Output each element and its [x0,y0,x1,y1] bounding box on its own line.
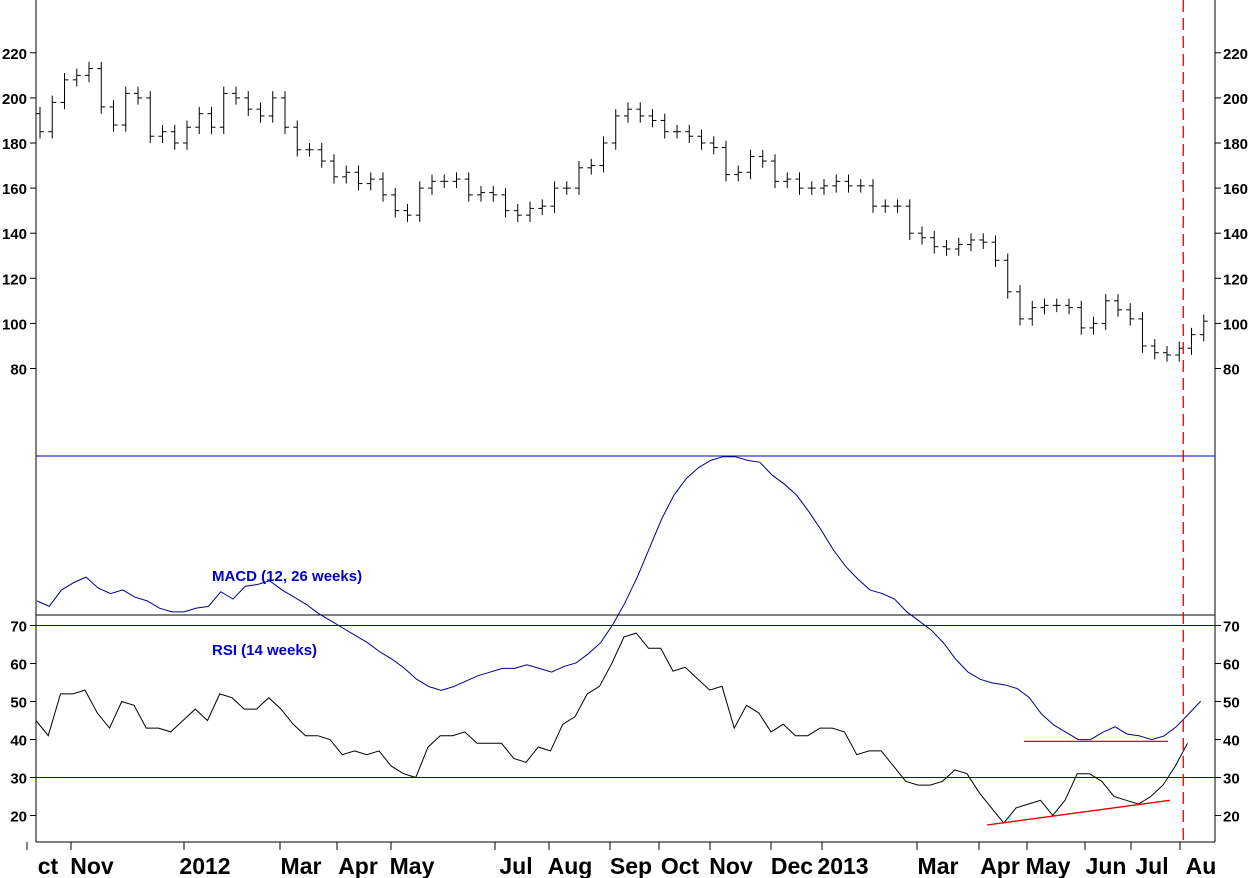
price-tick-label-right: 160 [1223,181,1248,198]
price-tick-label-left: 180 [2,136,27,153]
rsi-tick-label-right: 40 [1223,733,1240,750]
price-tick-label-right: 120 [1223,271,1248,288]
macd-line [36,456,1202,741]
price-tick-label-left: 200 [2,91,27,108]
x-tick-label: ct [38,853,59,878]
x-tick-label: Mar [281,853,322,878]
price-panel: 80 80 100 100 120 120 140 140 160 160 180 180 200 200… [2,46,1248,379]
rsi-tick-label-left: 40 [10,733,27,750]
price-tick-label-right: 100 [1223,316,1248,333]
x-tick-label: Oct [661,853,700,878]
x-tick-label: May [1026,853,1071,878]
x-tick-label: Jun [1086,853,1127,878]
rsi-panel: 20 20 30 30 40 40 50 50 60 60 70 70 [10,619,1239,826]
price-tick-label-right: 220 [1223,46,1248,63]
macd-label: MACD (12, 26 weeks) [212,568,362,585]
price-tick-label-left: 160 [2,181,27,198]
price-tick-label-left: 220 [2,46,27,63]
rsi-tick-label-left: 30 [10,771,27,788]
price-tick-label-left: 80 [10,362,27,379]
x-tick-label: Sep [610,853,652,878]
price-tick-label-left: 100 [2,316,27,333]
rsi-line [35,632,1188,824]
rsi-tick-label-right: 70 [1223,619,1240,636]
rsi-label: RSI (14 weeks) [212,642,317,659]
rsi-tick-label-left: 20 [10,809,27,826]
macd-panel [36,455,1215,741]
rsi-tick-label-left: 50 [10,695,27,712]
x-tick-label: Jul [499,853,532,878]
x-tick-label: Apr [980,853,1020,878]
price-tick-label-right: 200 [1223,91,1248,108]
rsi-tick-label-right: 30 [1223,771,1240,788]
x-tick-label: Dec [771,853,813,878]
price-tick-label-left: 140 [2,226,27,243]
price-tick-label-right: 80 [1223,362,1240,379]
rsi-tick-label-right: 50 [1223,695,1240,712]
x-tick-label: Jul [1135,853,1168,878]
annotations [986,0,1184,842]
x-tick-label: Apr [338,853,378,878]
x-axis: ct Nov 2012 Mar Apr May Jul Aug Sep Oct Nov Dec 2013… [26,842,1217,878]
rsi-divergence-line [986,799,1171,826]
price-tick-label-right: 180 [1223,136,1248,153]
rsi-tick-label-left: 60 [10,657,27,674]
price-tick-label-right: 140 [1223,226,1248,243]
x-tick-label: Nov [70,853,114,878]
x-tick-label: 2012 [179,853,230,878]
x-tick-label: Mar [918,853,959,878]
price-tick-label-left: 120 [2,271,27,288]
rsi-tick-label-right: 20 [1223,809,1240,826]
x-tick-label: May [390,853,435,878]
x-tick-label: Aug [548,853,593,878]
x-tick-label: 2013 [817,853,868,878]
rsi-tick-label-left: 70 [10,619,27,636]
rsi-tick-label-right: 60 [1223,657,1240,674]
x-tick-label: Nov [709,853,753,878]
x-tick-label: Au [1186,853,1217,878]
